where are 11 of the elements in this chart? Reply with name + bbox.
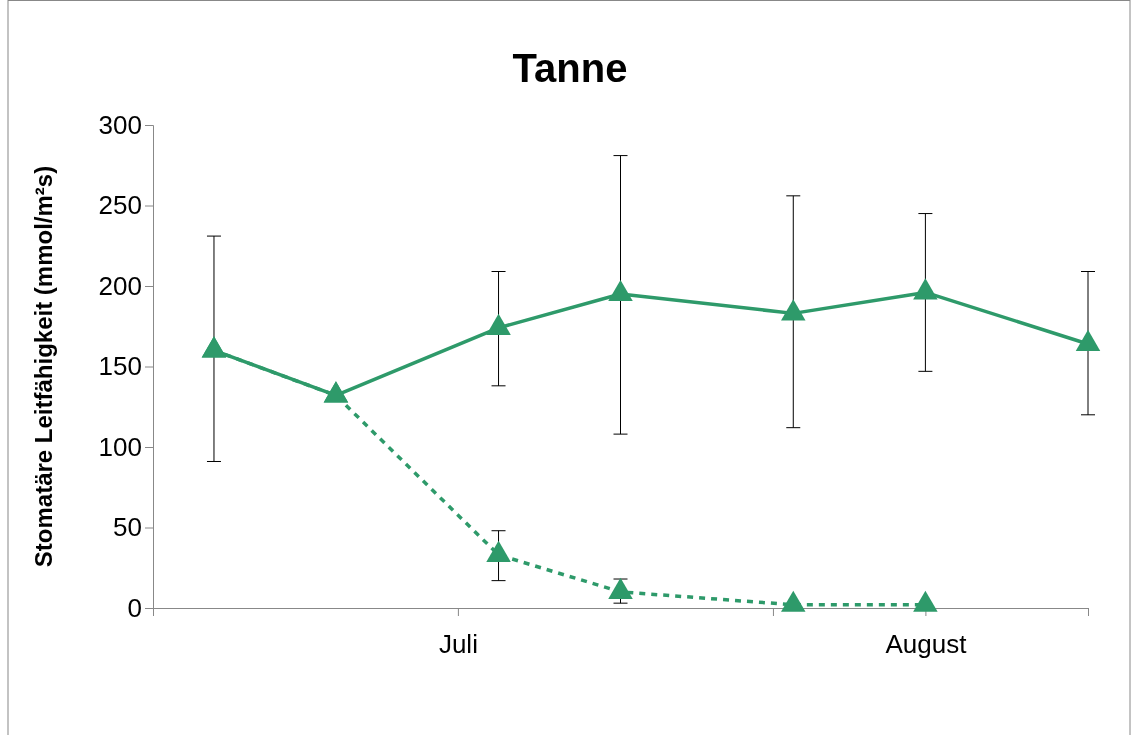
y-tick-label: 100 xyxy=(98,431,142,462)
x-tick-label: August xyxy=(885,628,968,659)
y-tick-label: 250 xyxy=(98,190,142,221)
y-tick-label: 200 xyxy=(98,270,142,301)
x-tick-label: Juli xyxy=(438,628,478,659)
y-tick-label: 50 xyxy=(113,512,142,543)
y-axis-title: Stomatäre Leitfähigkeit (mmol/m²s) xyxy=(30,165,57,568)
chart-title: Tanne xyxy=(512,46,628,90)
y-tick-label: 0 xyxy=(127,592,142,623)
y-tick-label: 150 xyxy=(98,351,142,382)
y-tick-label: 300 xyxy=(98,109,142,140)
